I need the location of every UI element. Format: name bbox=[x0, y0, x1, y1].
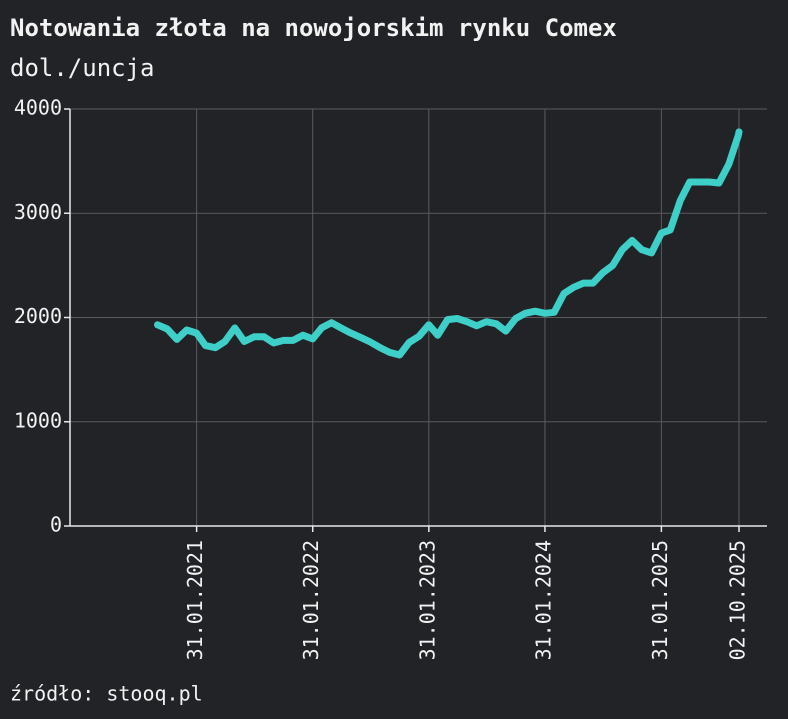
y-tick-label: 1000 bbox=[14, 408, 62, 432]
x-tick-label: 31.01.2023 bbox=[415, 540, 439, 660]
chart-title: Notowania złota na nowojorskim rynku Com… bbox=[10, 14, 617, 42]
y-tick-label: 3000 bbox=[14, 200, 62, 224]
x-tick-label: 31.01.2024 bbox=[531, 540, 555, 660]
x-tick-label: 31.01.2025 bbox=[648, 540, 672, 660]
x-tick-label: 31.01.2022 bbox=[299, 540, 323, 660]
source: źródło: stooq.pl bbox=[10, 682, 203, 706]
x-tick-label: 31.01.2021 bbox=[183, 540, 207, 660]
y-tick-label: 0 bbox=[50, 513, 62, 537]
y-tick-label: 4000 bbox=[14, 96, 62, 120]
x-tick-label: 02.10.2025 bbox=[726, 540, 750, 660]
line bbox=[154, 128, 743, 359]
y-tick-label: 2000 bbox=[14, 304, 62, 328]
chart-subtitle: dol./uncja bbox=[10, 54, 155, 82]
